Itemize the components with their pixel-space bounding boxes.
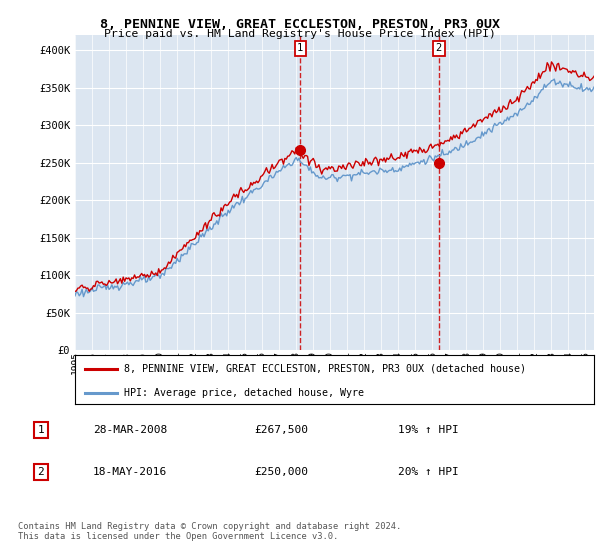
Text: 19% ↑ HPI: 19% ↑ HPI	[398, 425, 458, 435]
Text: Price paid vs. HM Land Registry's House Price Index (HPI): Price paid vs. HM Land Registry's House …	[104, 29, 496, 39]
Text: 8, PENNINE VIEW, GREAT ECCLESTON, PRESTON, PR3 0UX (detached house): 8, PENNINE VIEW, GREAT ECCLESTON, PRESTO…	[124, 364, 526, 374]
Text: 1: 1	[297, 43, 304, 53]
Text: 20% ↑ HPI: 20% ↑ HPI	[398, 467, 458, 477]
Text: 2: 2	[436, 43, 442, 53]
Text: £250,000: £250,000	[254, 467, 308, 477]
Text: 28-MAR-2008: 28-MAR-2008	[92, 425, 167, 435]
Text: Contains HM Land Registry data © Crown copyright and database right 2024.
This d: Contains HM Land Registry data © Crown c…	[18, 522, 401, 542]
Text: 1: 1	[37, 425, 44, 435]
Text: 2: 2	[37, 467, 44, 477]
Text: HPI: Average price, detached house, Wyre: HPI: Average price, detached house, Wyre	[124, 389, 364, 399]
Text: 8, PENNINE VIEW, GREAT ECCLESTON, PRESTON, PR3 0UX: 8, PENNINE VIEW, GREAT ECCLESTON, PRESTO…	[100, 18, 500, 31]
Text: 18-MAY-2016: 18-MAY-2016	[92, 467, 167, 477]
Text: £267,500: £267,500	[254, 425, 308, 435]
